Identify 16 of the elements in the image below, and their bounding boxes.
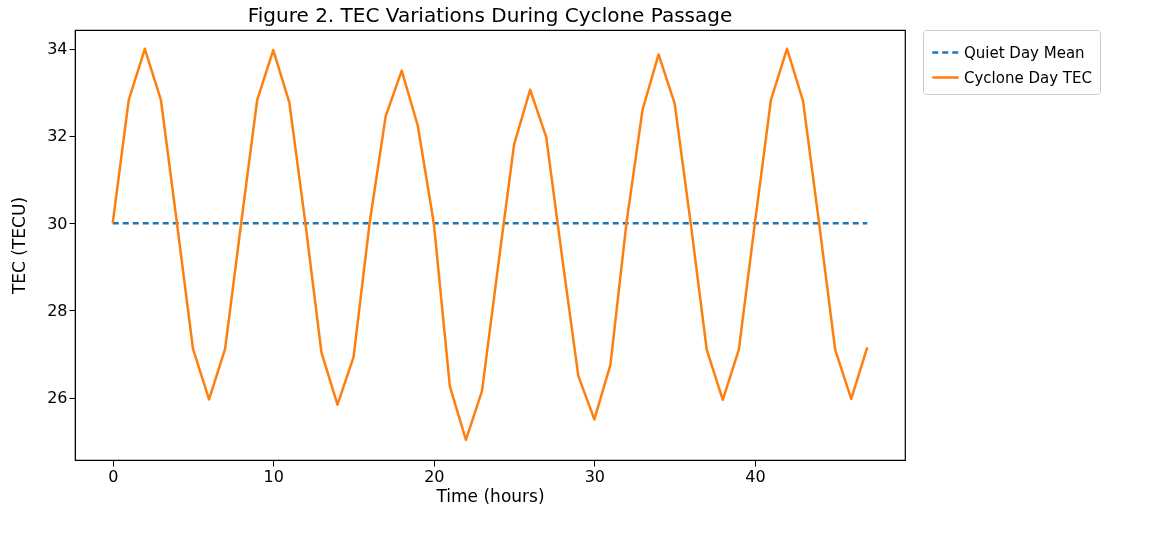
y-tick-label: 32	[47, 126, 68, 146]
y-tick-label: 30	[47, 213, 68, 233]
x-tick-label: 20	[424, 466, 445, 486]
chart-title: Figure 2. TEC Variations During Cyclone Passage	[247, 2, 733, 27]
line-series	[111, 47, 869, 442]
x-tick-label: 40	[745, 466, 766, 486]
y-axis-title: TEC (TECU)	[9, 196, 30, 296]
x-axis-title: Time (hours)	[435, 485, 545, 506]
x-tick-label: 0	[108, 466, 119, 486]
y-tick-label: 28	[47, 300, 68, 320]
x-tick-label: 10	[263, 466, 284, 486]
x-tick-label: 30	[584, 466, 606, 486]
legend-label: Cyclone Day TEC	[964, 68, 1092, 87]
legend-label: Quiet Day Mean	[964, 43, 1085, 62]
y-tick-label: 34	[47, 39, 68, 59]
y-tick-label: 26	[47, 388, 68, 408]
